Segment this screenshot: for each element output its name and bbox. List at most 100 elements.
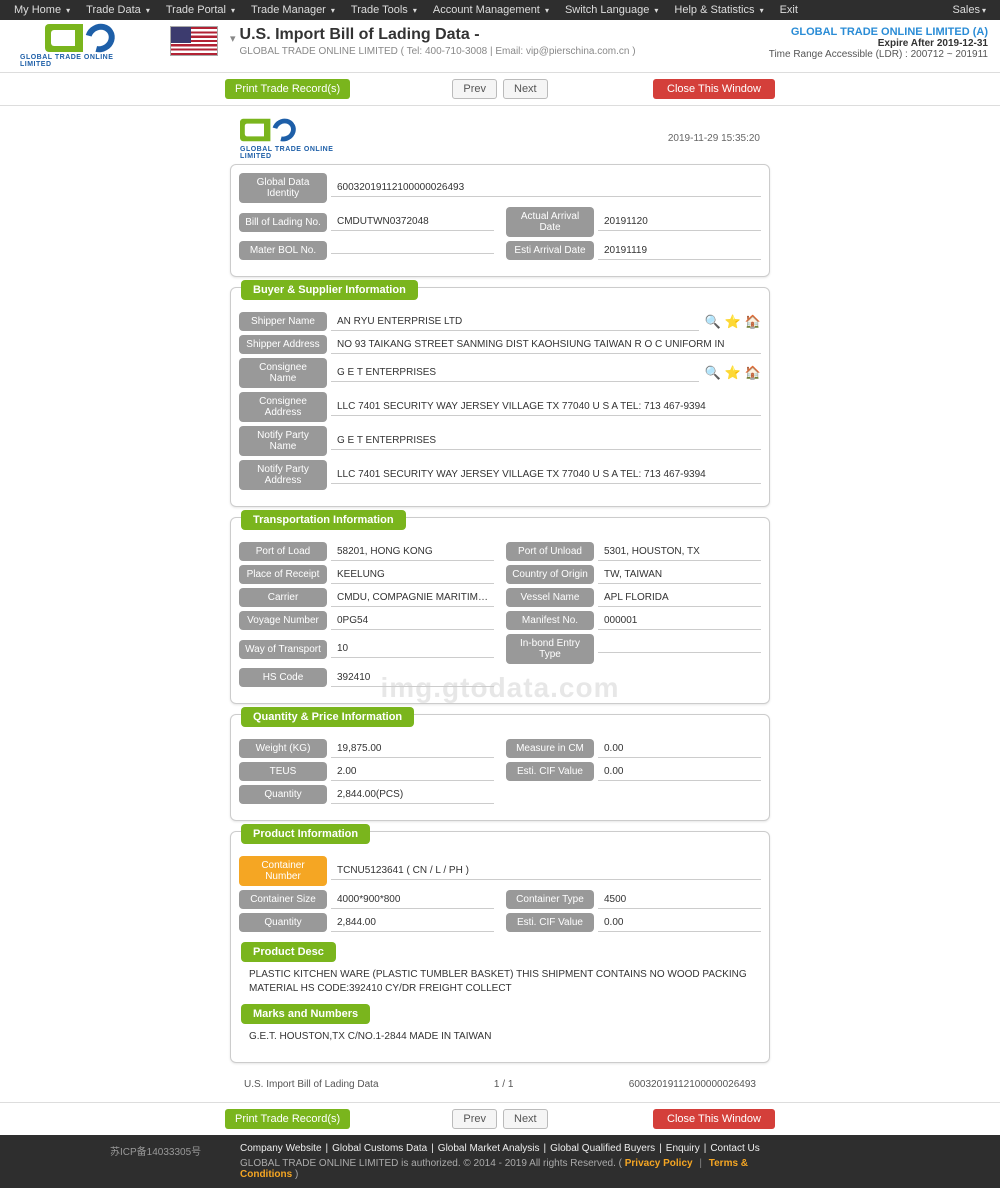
teus-label: TEUS: [239, 762, 327, 781]
search-icon[interactable]: 🔍: [705, 314, 721, 330]
pcif-value: 0.00: [598, 914, 761, 932]
aad-label: Actual Arrival Date: [506, 207, 594, 237]
record-logo: GLOBAL TRADE ONLINE LIMITED: [240, 116, 340, 160]
coo-value: TW, TAIWAN: [598, 566, 761, 584]
footer-link-4[interactable]: Enquiry: [666, 1143, 700, 1154]
footer-link-2[interactable]: Global Market Analysis: [438, 1143, 540, 1154]
nav-item-6[interactable]: Switch Language ▾: [559, 2, 664, 18]
privacy-link[interactable]: Privacy Policy: [625, 1158, 693, 1169]
nav-sales[interactable]: Sales▾: [946, 2, 992, 18]
manifest-value: 000001: [598, 612, 761, 630]
coo-label: Country of Origin: [506, 565, 594, 584]
close-button[interactable]: Close This Window: [653, 79, 775, 99]
ead-label: Esti Arrival Date: [506, 241, 594, 260]
bol-label: Bill of Lading No.: [239, 213, 327, 232]
consignee-name: G E T ENTERPRISES: [331, 364, 699, 382]
pol-label: Port of Load: [239, 542, 327, 561]
footer-link-1[interactable]: Global Customs Data: [332, 1143, 427, 1154]
nav-item-1[interactable]: Trade Data ▾: [80, 2, 156, 18]
shipper-name: AN RYU ENTERPRISE LTD: [331, 313, 699, 331]
footer-link-3[interactable]: Global Qualified Buyers: [550, 1143, 655, 1154]
footer-left: U.S. Import Bill of Lading Data: [244, 1079, 379, 1090]
measure-value: 0.00: [598, 740, 761, 758]
header: GLOBAL TRADE ONLINE LIMITED ▾ U.S. Impor…: [0, 20, 1000, 73]
shipper-addr-label: Shipper Address: [239, 335, 327, 354]
home-icon[interactable]: 🏠: [745, 314, 761, 330]
qty-section-title: Quantity & Price Information: [241, 707, 414, 727]
cnum-label: Container Number: [239, 856, 327, 886]
prev-button-bottom[interactable]: Prev: [452, 1109, 497, 1129]
pou-label: Port of Unload: [506, 542, 594, 561]
vessel-value: APL FLORIDA: [598, 589, 761, 607]
way-value: 10: [331, 640, 494, 658]
pcif-label: Esti. CIF Value: [506, 913, 594, 932]
marks-label: Marks and Numbers: [241, 1004, 370, 1024]
nav-left: My Home ▾Trade Data ▾Trade Portal ▾Trade…: [8, 2, 804, 18]
product-panel: Product Information Container NumberTCNU…: [230, 831, 770, 1063]
way-label: Way of Transport: [239, 640, 327, 659]
pqty-label: Quantity: [239, 913, 327, 932]
expire-date: Expire After 2019-12-31: [769, 38, 988, 49]
product-section-title: Product Information: [241, 824, 370, 844]
logo-text: GLOBAL TRADE ONLINE LIMITED: [20, 54, 140, 68]
ead-value: 20191119: [598, 242, 761, 260]
footer-right: 60032019112100000026493: [629, 1079, 756, 1090]
nav-item-0[interactable]: My Home ▾: [8, 2, 76, 18]
footer: 苏ICP备14033305号 Company Website|Global Cu…: [0, 1135, 1000, 1188]
star-icon[interactable]: ⭐: [725, 314, 741, 330]
gdi-value: 60032019112100000026493: [331, 179, 761, 197]
identity-panel: Global Data Identity60032019112100000026…: [230, 164, 770, 277]
nav-item-8[interactable]: Exit: [774, 2, 804, 18]
nav-item-7[interactable]: Help & Statistics ▾: [668, 2, 769, 18]
hs-label: HS Code: [239, 668, 327, 687]
voyage-label: Voyage Number: [239, 611, 327, 630]
por-label: Place of Receipt: [239, 565, 327, 584]
footer-link-5[interactable]: Contact Us: [710, 1143, 759, 1154]
gdi-label: Global Data Identity: [239, 173, 327, 203]
flag-caret[interactable]: ▾: [230, 32, 236, 45]
star-icon[interactable]: ⭐: [725, 365, 741, 381]
product-desc: PLASTIC KITCHEN WARE (PLASTIC TUMBLER BA…: [239, 962, 761, 1002]
hs-value: 392410: [331, 669, 494, 687]
measure-label: Measure in CM: [506, 739, 594, 758]
qty-panel: Quantity & Price Information Weight (KG)…: [230, 714, 770, 821]
timestamp: 2019-11-29 15:35:20: [668, 133, 760, 144]
consignee-name-label: Consignee Name: [239, 358, 327, 388]
nav-item-4[interactable]: Trade Tools ▾: [345, 2, 423, 18]
transport-section-title: Transportation Information: [241, 510, 406, 530]
nav-item-5[interactable]: Account Management ▾: [427, 2, 555, 18]
carrier-label: Carrier: [239, 588, 327, 607]
teus-value: 2.00: [331, 763, 494, 781]
voyage-value: 0PG54: [331, 612, 494, 630]
pqty-value: 2,844.00: [331, 914, 494, 932]
ctype-value: 4500: [598, 891, 761, 909]
search-icon[interactable]: 🔍: [705, 365, 721, 381]
time-range: Time Range Accessible (LDR) : 200712 ~ 2…: [769, 49, 988, 60]
home-icon[interactable]: 🏠: [745, 365, 761, 381]
close-button-bottom[interactable]: Close This Window: [653, 1109, 775, 1129]
footer-link-0[interactable]: Company Website: [240, 1143, 322, 1154]
csize-value: 4000*900*800: [331, 891, 494, 909]
cif-value: 0.00: [598, 763, 761, 781]
us-flag-icon[interactable]: [170, 26, 218, 56]
master-value: [331, 247, 494, 254]
print-button[interactable]: Print Trade Record(s): [225, 79, 350, 99]
nav-item-3[interactable]: Trade Manager ▾: [245, 2, 341, 18]
vessel-label: Vessel Name: [506, 588, 594, 607]
buyer-panel: Buyer & Supplier Information Shipper Nam…: [230, 287, 770, 507]
desc-label: Product Desc: [241, 942, 336, 962]
shipper-name-label: Shipper Name: [239, 312, 327, 331]
icp: 苏ICP备14033305号: [110, 1143, 201, 1158]
page-title: U.S. Import Bill of Lading Data -: [240, 26, 769, 44]
prev-button[interactable]: Prev: [452, 79, 497, 99]
next-button-bottom[interactable]: Next: [503, 1109, 548, 1129]
manifest-label: Manifest No.: [506, 611, 594, 630]
footer-copy: GLOBAL TRADE ONLINE LIMITED is authorize…: [240, 1158, 760, 1180]
next-button[interactable]: Next: [503, 79, 548, 99]
aad-value: 20191120: [598, 213, 761, 231]
nav-item-2[interactable]: Trade Portal ▾: [160, 2, 241, 18]
cnum-value: TCNU5123641 ( CN / L / PH ): [331, 862, 761, 880]
print-button-bottom[interactable]: Print Trade Record(s): [225, 1109, 350, 1129]
qty-value: 2,844.00(PCS): [331, 786, 494, 804]
master-label: Mater BOL No.: [239, 241, 327, 260]
